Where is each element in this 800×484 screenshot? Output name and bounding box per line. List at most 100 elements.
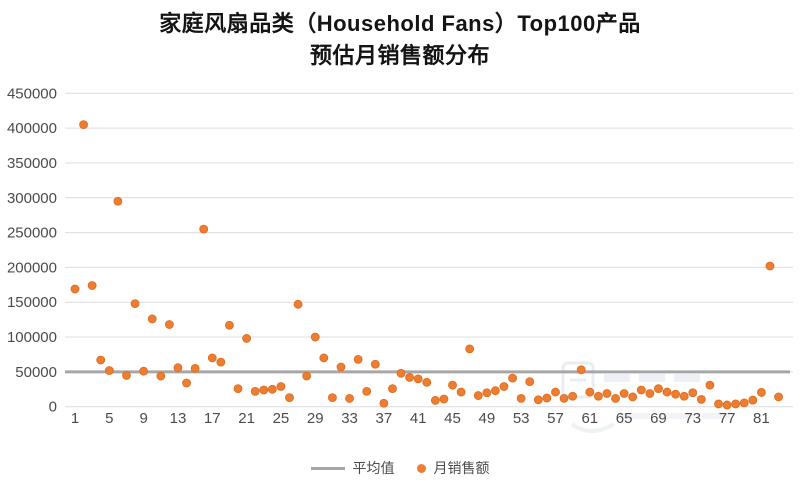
data-point bbox=[87, 281, 97, 290]
y-axis-tick-label: 350000 bbox=[7, 155, 57, 172]
data-point bbox=[508, 373, 517, 383]
data-point bbox=[353, 354, 363, 364]
data-point bbox=[679, 391, 689, 401]
legend-item-average: 平均值 bbox=[310, 458, 395, 478]
data-point bbox=[396, 368, 406, 378]
data-point bbox=[585, 387, 595, 397]
x-axis-tick-label: 37 bbox=[376, 410, 393, 427]
data-point bbox=[242, 334, 252, 343]
data-point bbox=[388, 384, 397, 393]
data-point bbox=[164, 320, 174, 329]
data-point bbox=[611, 393, 620, 403]
data-point bbox=[619, 389, 629, 398]
data-point bbox=[405, 373, 415, 382]
data-point bbox=[654, 384, 663, 393]
data-point bbox=[456, 387, 466, 397]
y-axis-tick-label: 150000 bbox=[7, 294, 57, 311]
data-point bbox=[636, 385, 646, 395]
x-axis-tick-label: 61 bbox=[581, 410, 598, 427]
data-point bbox=[379, 398, 389, 408]
x-axis-tick-label: 13 bbox=[170, 410, 187, 427]
data-point bbox=[413, 374, 423, 384]
x-axis-tick-label: 33 bbox=[341, 410, 358, 427]
data-point bbox=[602, 389, 612, 398]
data-point bbox=[207, 353, 217, 363]
data-point bbox=[225, 320, 234, 330]
x-axis-tick-label: 49 bbox=[478, 410, 495, 427]
data-point bbox=[430, 396, 440, 405]
data-point bbox=[705, 380, 715, 390]
data-point bbox=[542, 393, 552, 403]
data-point bbox=[345, 393, 354, 403]
x-axis-tick-label: 45 bbox=[444, 410, 461, 427]
chart-title: 家庭风扇品类（Household Fans）Top100产品 预估月销售额分布 bbox=[0, 8, 800, 72]
data-point bbox=[439, 394, 449, 404]
data-point bbox=[79, 120, 88, 130]
legend-average-label: 平均值 bbox=[352, 460, 395, 476]
data-point bbox=[593, 391, 603, 401]
x-axis-tick-label: 69 bbox=[650, 410, 667, 427]
y-axis-tick-label: 200000 bbox=[7, 259, 57, 276]
data-point bbox=[293, 299, 303, 309]
data-point bbox=[310, 332, 320, 342]
data-point bbox=[576, 365, 586, 375]
data-point bbox=[130, 299, 140, 309]
data-point bbox=[662, 387, 672, 397]
data-point bbox=[722, 400, 732, 410]
data-point bbox=[173, 363, 183, 373]
data-point bbox=[267, 384, 277, 394]
data-point bbox=[285, 393, 294, 403]
sales-dot-swatch bbox=[416, 463, 426, 473]
scatter-plot: 0 50000 100000 150000 200000 250000 300000 3500… bbox=[7, 85, 793, 433]
data-point bbox=[96, 355, 106, 365]
y-axis-tick-label: 400000 bbox=[7, 120, 57, 137]
data-point bbox=[259, 385, 269, 395]
data-point bbox=[765, 261, 775, 271]
data-point bbox=[551, 387, 560, 397]
watermark-logo bbox=[561, 361, 595, 399]
data-point bbox=[568, 391, 578, 401]
data-point bbox=[122, 370, 131, 380]
legend-item-sales: 月销售额 bbox=[416, 458, 490, 478]
data-point bbox=[739, 398, 749, 408]
data-point bbox=[516, 393, 526, 403]
data-point bbox=[362, 386, 372, 396]
data-point bbox=[250, 386, 260, 396]
data-point bbox=[671, 389, 680, 399]
y-axis-tick-label: 50000 bbox=[15, 364, 57, 381]
data-point bbox=[319, 353, 329, 363]
data-point bbox=[465, 344, 475, 354]
x-axis-tick-label: 41 bbox=[410, 410, 427, 427]
y-axis-tick-label: 100000 bbox=[7, 329, 57, 346]
x-axis-tick-label: 73 bbox=[684, 410, 701, 427]
data-point bbox=[422, 377, 432, 387]
data-point bbox=[182, 378, 191, 388]
data-point bbox=[156, 371, 166, 381]
data-point bbox=[199, 224, 209, 234]
y-axis-tick-label: 250000 bbox=[7, 225, 57, 242]
data-point bbox=[104, 366, 114, 375]
data-point bbox=[147, 314, 157, 324]
x-axis-tick-label: 77 bbox=[719, 410, 736, 427]
data-point bbox=[774, 392, 783, 402]
average-line-swatch bbox=[310, 466, 345, 470]
x-axis-tick-label: 81 bbox=[753, 410, 770, 427]
data-point bbox=[482, 388, 492, 398]
data-point bbox=[757, 388, 766, 397]
watermark bbox=[561, 361, 730, 433]
data-point bbox=[139, 366, 149, 376]
data-point bbox=[113, 196, 123, 206]
data-point bbox=[370, 359, 380, 369]
data-point bbox=[327, 393, 337, 403]
x-axis-tick-label: 29 bbox=[307, 410, 324, 427]
data-point bbox=[448, 380, 457, 390]
y-axis-tick-label: 450000 bbox=[7, 85, 57, 102]
data-point bbox=[499, 382, 509, 391]
legend-sales-label: 月销售额 bbox=[433, 460, 490, 476]
data-point bbox=[70, 284, 80, 294]
data-point bbox=[302, 371, 312, 381]
data-point bbox=[731, 399, 741, 409]
data-point bbox=[525, 377, 535, 387]
x-axis-tick-label: 65 bbox=[616, 410, 633, 427]
